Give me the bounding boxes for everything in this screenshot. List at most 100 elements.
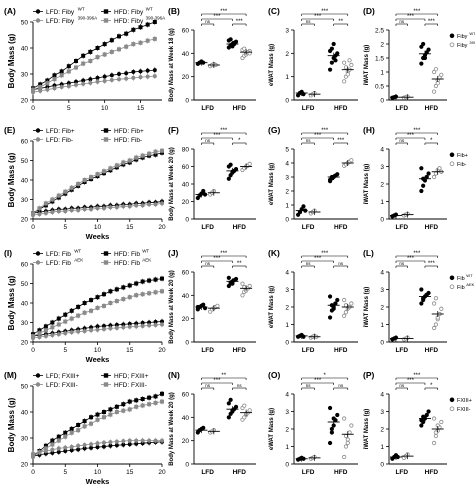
y-tick-label: 0 [380, 217, 384, 224]
significance-label: ** [338, 19, 343, 25]
y-tick-label: 4 [285, 392, 289, 399]
legend-label: LFD: Fib+ [46, 128, 75, 135]
data-point [134, 324, 139, 329]
data-point [124, 44, 129, 49]
data-point [30, 454, 35, 459]
legend-marker [35, 251, 41, 256]
y-axis-label: Body Mass at Week 20 (g) [169, 147, 175, 221]
significance-label: ns [306, 261, 312, 266]
data-point [101, 409, 106, 414]
y-tick-label: 0 [285, 462, 289, 469]
data-point [159, 399, 164, 404]
y-tick-label: 0 [285, 98, 289, 105]
data-point [432, 301, 437, 306]
data-point [349, 423, 354, 428]
data-point [439, 72, 444, 77]
data-point [422, 55, 428, 61]
y-tick-label: 3 [285, 28, 289, 35]
data-point [109, 49, 114, 54]
data-point [153, 323, 158, 328]
data-point [437, 166, 442, 171]
legend-label: HFD: FXIII- [114, 382, 147, 389]
significance-label: ns [205, 19, 211, 24]
significance-label: *** [413, 373, 421, 379]
significance-label: ns [205, 261, 211, 266]
data-point [88, 49, 93, 54]
legend-label: Fib [457, 285, 465, 291]
data-point [114, 404, 119, 409]
y-axis-label: iWAT Mass (g) [364, 409, 370, 450]
significance-label: ns [306, 19, 312, 24]
data-point [426, 409, 431, 414]
legend-label: Fib- [457, 162, 467, 168]
x-tick-label: 20 [158, 469, 166, 476]
data-point [347, 430, 352, 435]
y-tick-label: 1 [380, 199, 384, 206]
y-axis-label: Body Mass (g) [7, 152, 16, 207]
data-point [147, 202, 152, 207]
data-point [432, 440, 437, 446]
data-point [419, 423, 424, 428]
data-point [421, 41, 426, 47]
x-category-label: HFD [233, 347, 247, 354]
y-tick-label: 80 [182, 147, 190, 154]
y-tick-label: 0 [185, 462, 189, 469]
y-tick-label: 40 [182, 415, 190, 422]
data-point [421, 296, 426, 301]
data-point [134, 438, 139, 443]
data-point [43, 201, 48, 206]
y-tick-label: 20 [182, 316, 190, 323]
data-point [56, 316, 61, 321]
panel-label: (C) [268, 6, 280, 16]
y-tick-label: 0 [380, 462, 384, 469]
y-tick-label: 20 [21, 340, 29, 347]
x-tick-label: 0 [31, 105, 35, 112]
significance-label: *** [213, 14, 221, 20]
y-tick-label: 30 [21, 436, 29, 443]
data-point [108, 407, 113, 412]
data-point [114, 205, 119, 210]
x-category-label: LFD [302, 347, 315, 354]
data-point [247, 283, 252, 289]
legend-label: HFD: Fiby [114, 18, 144, 25]
data-point [159, 438, 164, 443]
data-point [433, 296, 439, 301]
data-point [335, 297, 340, 303]
data-point [233, 404, 239, 409]
x-tick-label: 20 [158, 347, 166, 354]
data-point [342, 454, 347, 460]
data-point [426, 47, 431, 52]
data-point [74, 82, 79, 87]
data-point [56, 438, 61, 443]
data-point [95, 206, 100, 211]
y-axis-label: Body Mass (g) [7, 275, 16, 330]
data-point [127, 399, 132, 404]
data-point [37, 206, 42, 211]
x-tick-label: 5 [63, 224, 67, 231]
data-point [327, 294, 333, 299]
y-tick-label: 0.5 [375, 84, 384, 91]
data-point [102, 42, 107, 47]
data-point [38, 85, 43, 90]
data-point [138, 75, 143, 80]
data-point [127, 407, 132, 412]
significance-label: * [430, 138, 433, 144]
x-tick-label: 15 [137, 105, 145, 112]
legend-marker [449, 406, 455, 412]
data-point [69, 444, 74, 449]
legend-label: HFD: Fib- [114, 137, 142, 144]
data-point [89, 298, 94, 303]
y-tick-label: 20 [21, 98, 29, 105]
data-point [134, 155, 139, 160]
y-axis-label: eWAT Mass (g) [269, 286, 275, 328]
y-tick-label: 1 [285, 74, 289, 81]
data-point [127, 324, 132, 329]
data-point [159, 276, 164, 281]
x-category-label: HFD [425, 105, 439, 112]
data-point [95, 441, 100, 446]
y-axis-label: iWAT Mass (g) [364, 45, 370, 86]
legend-marker [103, 18, 109, 23]
legend-marker [35, 137, 41, 142]
data-point [101, 327, 106, 332]
